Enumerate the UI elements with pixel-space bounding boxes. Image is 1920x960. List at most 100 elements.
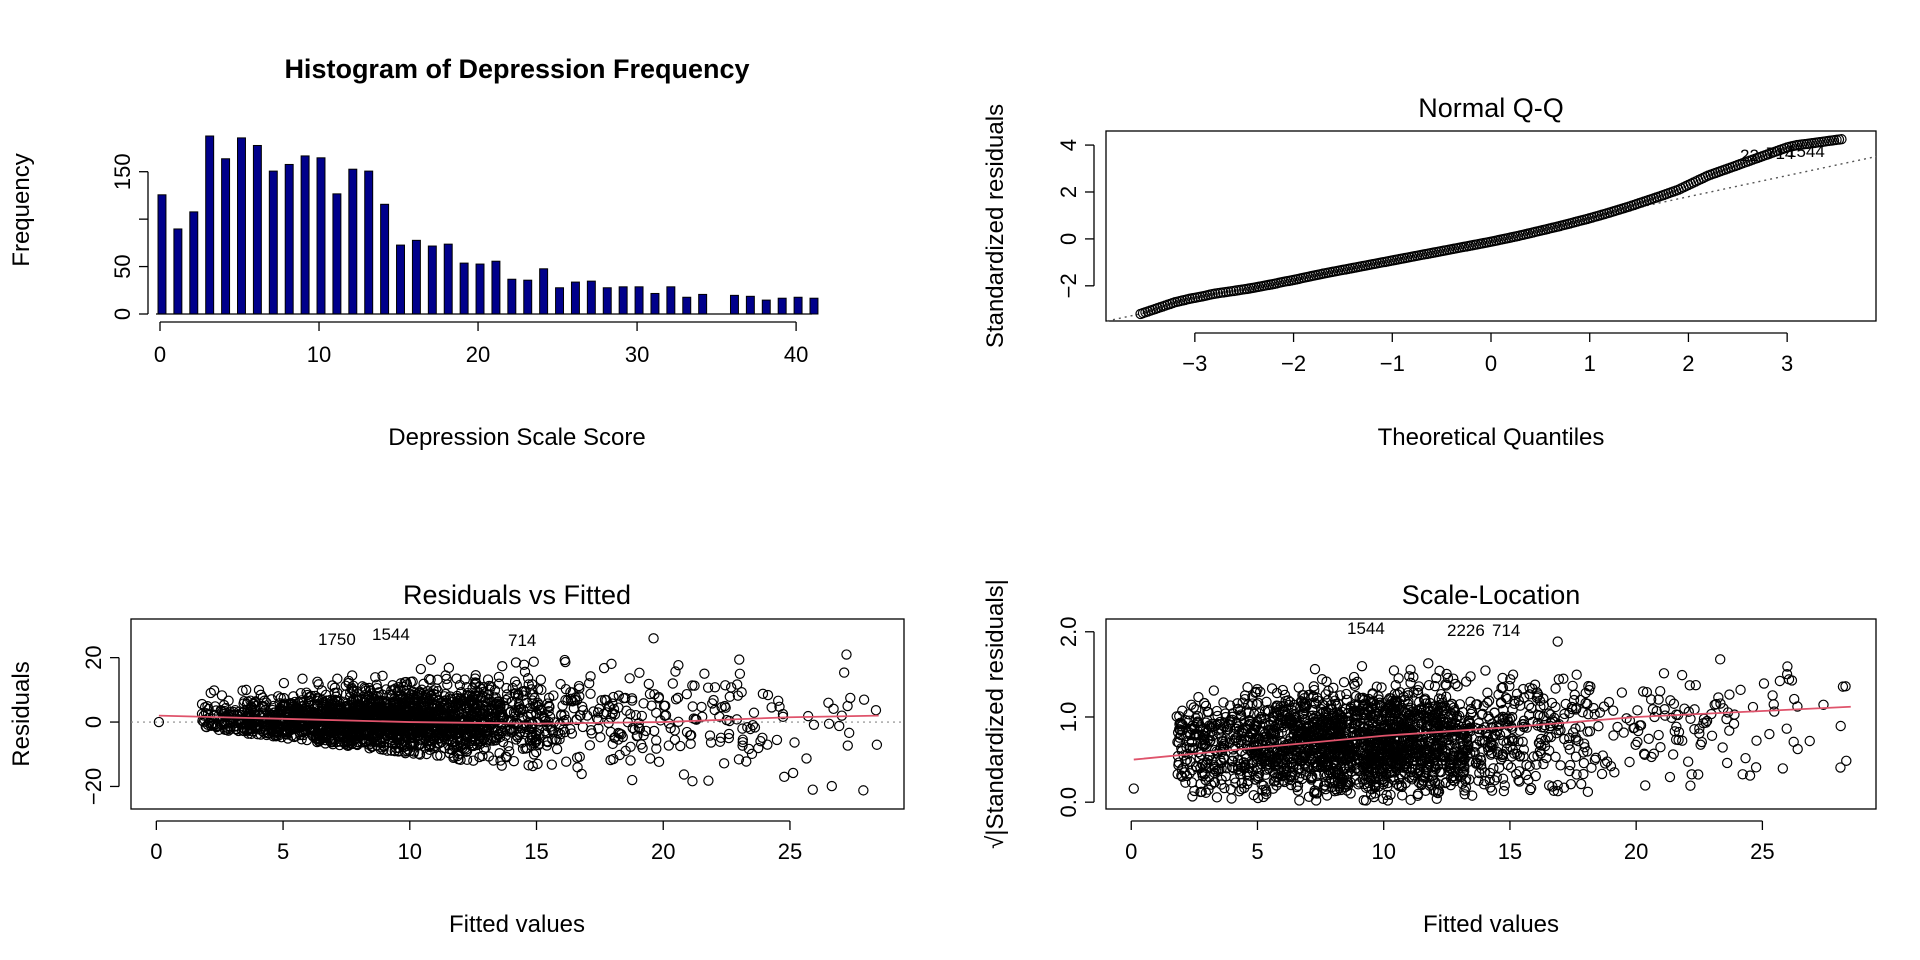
rvf-point [455,693,467,704]
rvf-point [513,690,524,701]
histogram-bar [650,292,660,315]
rvf-point [532,684,544,695]
histogram-bars [156,135,819,315]
rvf-point [566,728,578,739]
sl-point [1550,683,1561,694]
sl-title: Scale-Location [1402,580,1581,610]
rvf-point [625,755,636,766]
sl-point [1230,735,1242,746]
rvf-point [402,725,413,736]
rvf-point [476,724,488,735]
rvf-point [454,679,466,691]
rvf-point [595,732,606,743]
rvf-point [651,743,662,754]
rvf-point [567,696,579,707]
rvf-point [648,725,660,737]
sl-point [1576,778,1587,790]
rvf-point [355,701,366,712]
rvf-point [644,688,656,700]
rvf-point [519,666,531,678]
rvf-point [670,694,682,705]
histogram-bar [396,244,405,315]
rvf-point [547,734,558,745]
rvf-point [673,659,684,671]
rvf-point [327,680,338,691]
rvf-observation-label: 714 [508,631,536,650]
rvf-point [651,707,662,719]
rvf-point [616,729,627,740]
sl-point [1555,760,1566,771]
rvf-point [560,683,572,695]
rvf-point [801,753,812,764]
sl-point [1202,754,1214,766]
rvf-point [536,684,547,696]
rvf-point [516,737,528,748]
rvf-point [314,733,325,745]
rvf-point [345,735,357,746]
rvf-point [469,706,480,717]
histogram-panel: Histogram of Depression Frequency 0 10 20 3… [8,54,819,451]
rvf-point [288,691,299,702]
rvf-point [467,692,479,703]
sl-point [1193,691,1204,703]
sl-point [1321,790,1333,801]
sl-point [1309,663,1321,675]
rvf-point [747,719,759,731]
rvf-point [762,689,774,701]
rvf-point [497,661,508,672]
sl-point [1530,770,1541,782]
rvf-point [382,745,393,756]
rvf-point [291,720,302,731]
rvf-point [704,730,716,741]
rvf-point [412,688,423,700]
x-tick-label: 0 [154,342,166,367]
x-tick-label: 40 [784,342,808,367]
y-tick-label: 20 [81,645,106,669]
rvf-point [407,676,418,687]
rvf-point [514,727,526,738]
x-tick-label: 0 [150,839,162,864]
rvf-point [343,700,355,711]
rvf-point [766,702,777,713]
histogram-bar [300,155,310,315]
rvf-point [356,707,367,719]
rvf-point [469,673,481,684]
rvf-point [202,708,214,720]
rvf-point [734,654,745,665]
rvf-point [245,695,256,706]
rvf-point [454,724,465,735]
rvf-point [202,701,213,712]
rvf-point [667,678,679,689]
sl-point [1685,780,1696,791]
rvf-point [675,740,686,752]
sl-point [1187,791,1198,802]
rvf-point [330,722,341,734]
rvf-point [393,742,405,754]
rvf-point [275,692,286,704]
rvf-point [530,700,541,711]
histogram-bar [189,211,199,315]
sl-point [1405,664,1416,675]
rvf-point [720,680,731,691]
rvf-point [870,705,882,716]
rvf-point [486,696,497,707]
rvf-point [396,740,408,751]
rvf-point [276,715,287,726]
rvf-point [282,733,294,744]
rvf-point [841,649,852,660]
y-tick-label: 2 [1056,186,1081,198]
rvf-point [702,682,714,693]
rvf-point [687,775,698,787]
rvf-point [620,692,631,704]
rvf-point [568,702,580,714]
rvf-point [352,694,363,705]
rvf-plot-box [130,618,905,810]
histogram-bar [316,157,326,315]
rvf-point [528,656,539,667]
rvf-point [733,754,745,765]
rvf-point [524,735,535,746]
histogram-bar [252,144,262,315]
sl-point [1624,756,1635,768]
rvf-point [834,720,845,732]
rvf-point [505,724,517,735]
